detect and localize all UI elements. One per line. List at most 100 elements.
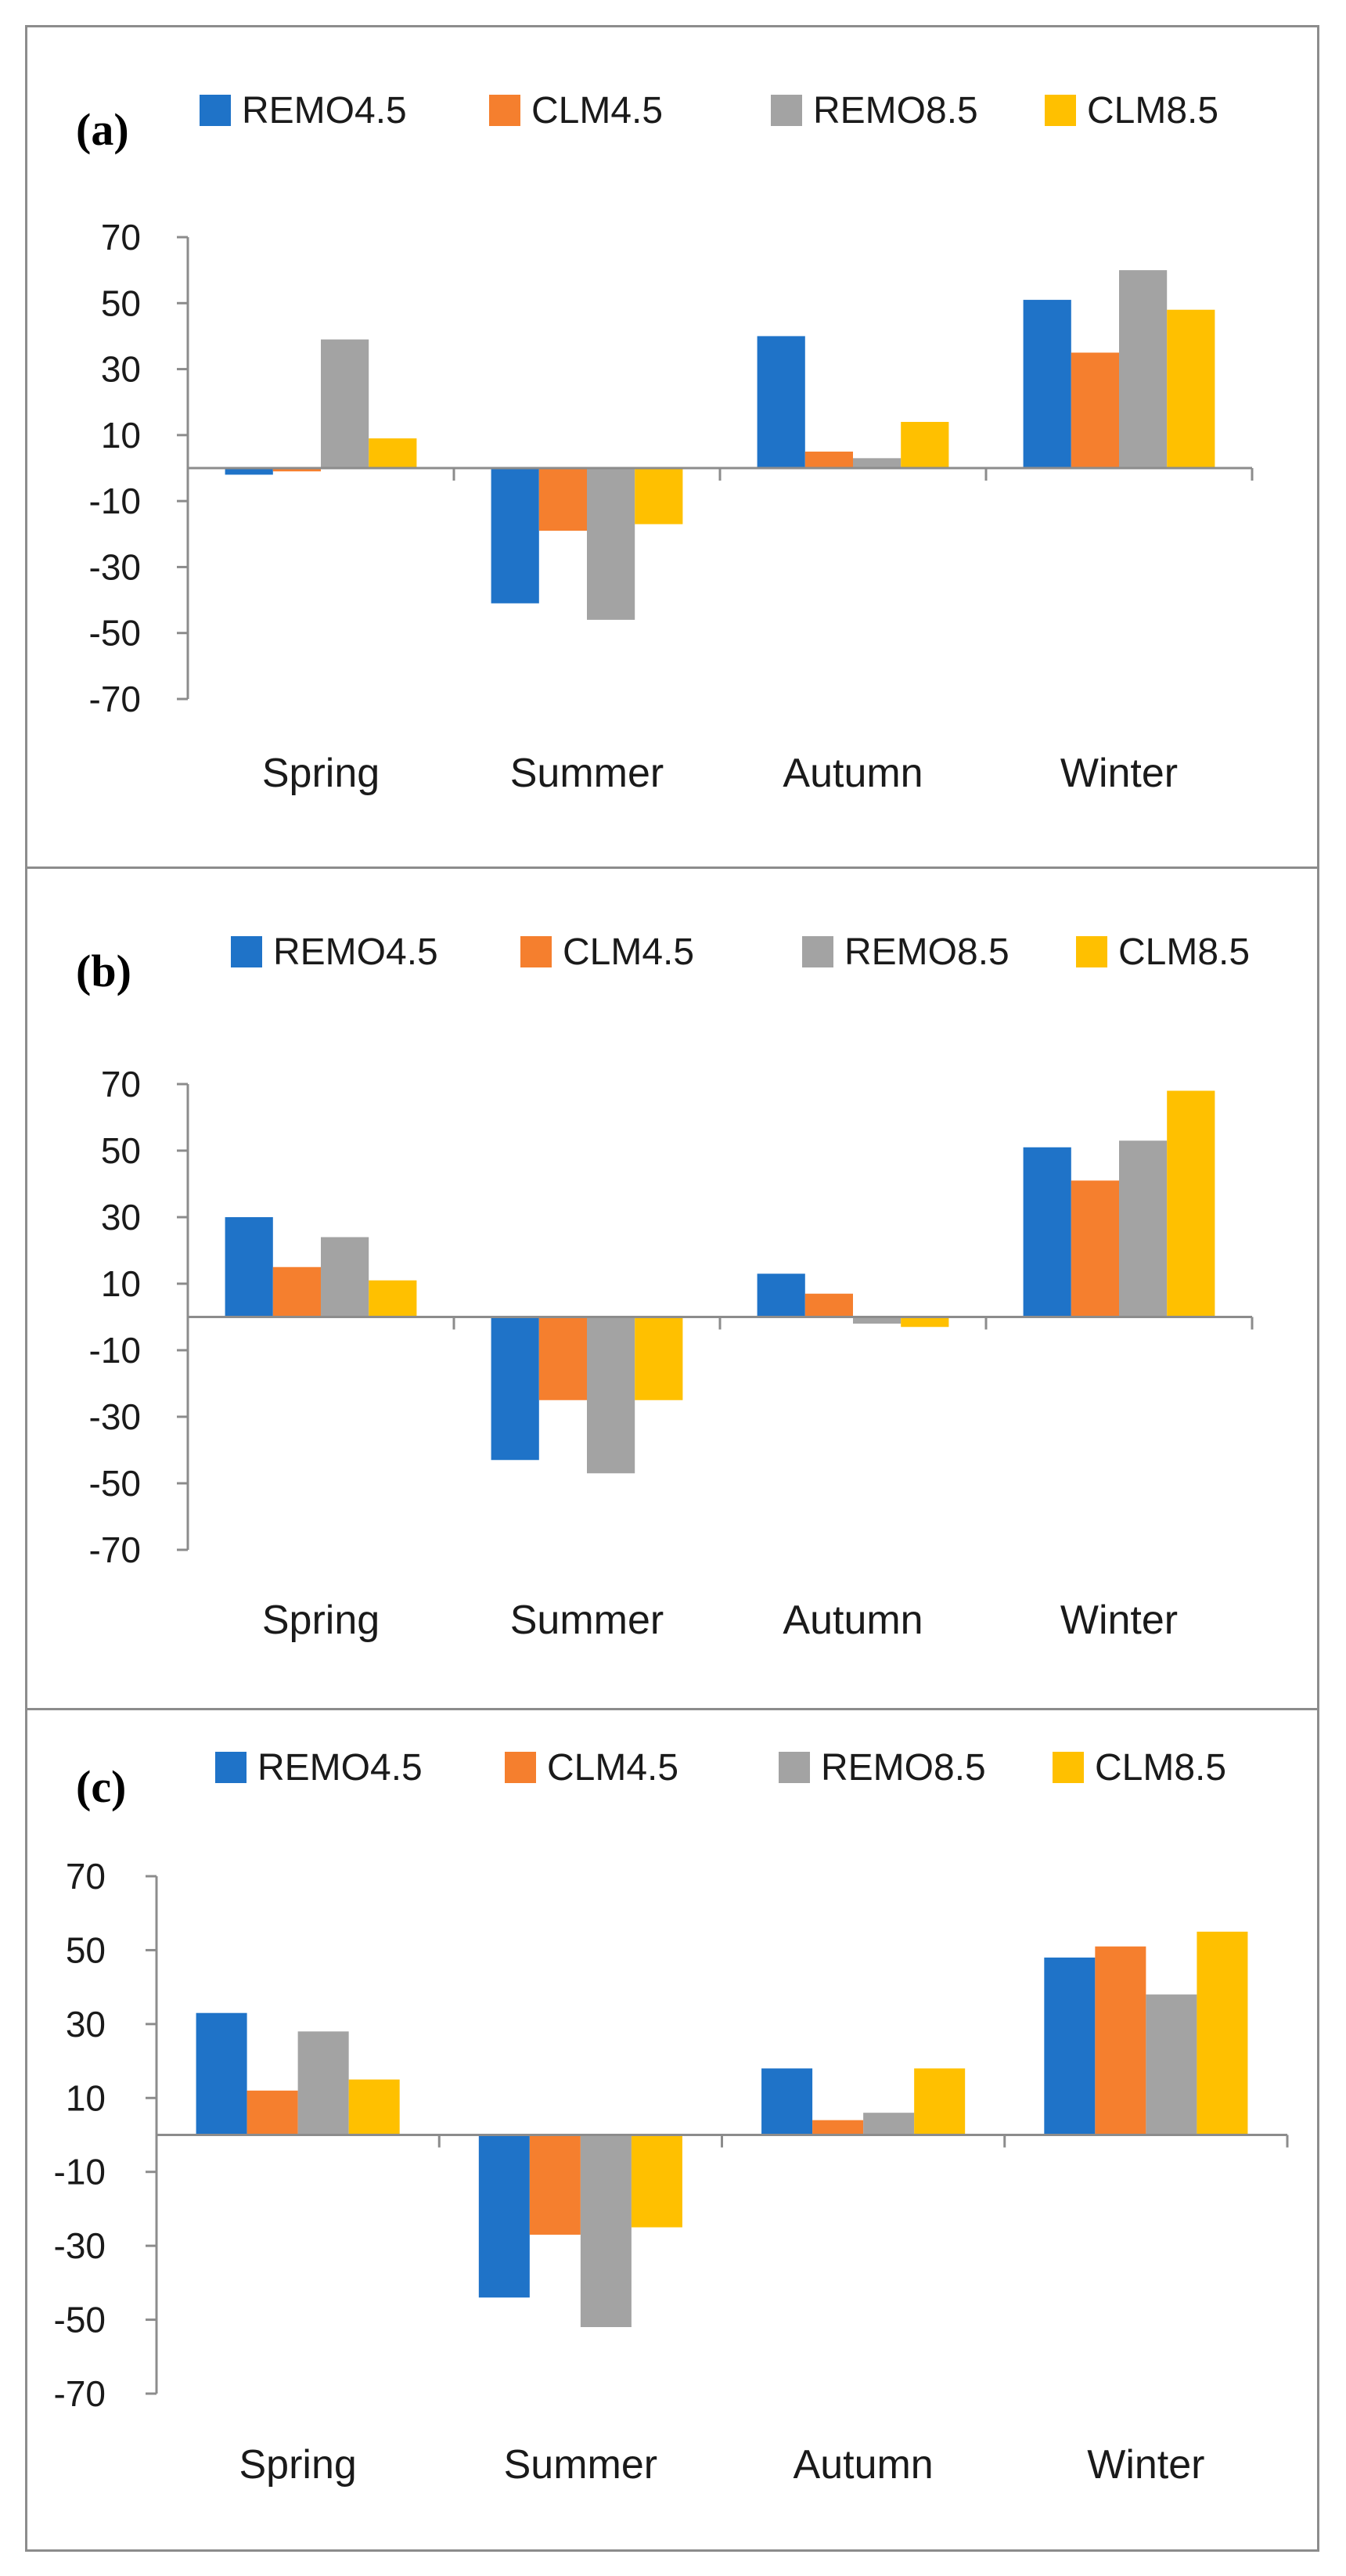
bar-clm85-summer (635, 1317, 683, 1400)
bar-clm45-summer (538, 468, 587, 531)
bar-remo45-summer (478, 2135, 530, 2298)
legend-label-clm85: CLM8.5 (1095, 1747, 1226, 1789)
bar-remo85-summer (587, 1317, 635, 1474)
category-label-spring: Spring (262, 751, 380, 796)
y-tick-label: 10 (66, 2077, 106, 2118)
y-tick-label: -30 (54, 2225, 106, 2266)
y-tick-label: 70 (66, 1856, 106, 1897)
y-tick-label: -50 (54, 2300, 106, 2340)
bar-clm85-autumn (914, 2068, 966, 2135)
bar-remo45-autumn (757, 336, 805, 468)
bar-remo45-spring (225, 468, 273, 475)
bar-remo85-winter (1119, 1140, 1168, 1317)
legend-label-clm45: CLM4.5 (563, 931, 694, 973)
bar-remo45-winter (1044, 1957, 1096, 2135)
legend-swatch-clm85 (1053, 1752, 1084, 1783)
legend-swatch-remo45 (231, 936, 262, 967)
bar-clm45-spring (272, 468, 321, 472)
bar-remo45-spring (225, 1217, 273, 1317)
bar-remo85-spring (321, 339, 369, 468)
chart-panel-a: (a) REMO4.5 CLM4.5 REMO8.5 CLM8.5 70 50 30 10 -10… (25, 25, 1319, 869)
bar-remo85-winter (1119, 270, 1168, 468)
chart-a: (a) REMO4.5 CLM4.5 REMO8.5 CLM8.5 70 50 30 10 -10… (76, 90, 1254, 796)
legend-label-remo45: REMO4.5 (273, 931, 438, 973)
y-tick-label: 50 (101, 1130, 141, 1171)
y-tick-label: 50 (66, 1929, 106, 1970)
bar-clm45-autumn (804, 1293, 853, 1317)
y-tick-label: -70 (89, 679, 141, 719)
legend-label-remo85: REMO8.5 (813, 90, 978, 132)
legend-swatch-clm45 (520, 936, 552, 967)
y-tick-label: 10 (101, 1263, 141, 1304)
y-tick-label: 10 (101, 415, 141, 456)
bar-clm85-winter (1167, 1090, 1215, 1317)
legend-swatch-clm45 (489, 95, 520, 126)
chart-c: (c) REMO4.5 CLM4.5 REMO8.5 CLM8.5 70 50 30 10 -10… (54, 1747, 1289, 2488)
y-tick-label: -50 (89, 613, 141, 654)
y-tick-label: 30 (66, 2004, 106, 2045)
y-tick-label: -10 (54, 2152, 106, 2192)
bar-clm85-winter (1197, 1931, 1248, 2135)
bar-clm85-spring (369, 1280, 417, 1317)
category-label-autumn: Autumn (794, 2442, 934, 2488)
bar-clm85-autumn (901, 422, 949, 468)
bar-clm85-summer (635, 468, 683, 524)
bar-remo85-winter (1146, 1994, 1197, 2135)
bar-remo45-summer (491, 468, 539, 603)
legend-label-clm85: CLM8.5 (1118, 931, 1250, 973)
legend-label-remo45: REMO4.5 (242, 90, 407, 132)
bar-remo85-spring (297, 2031, 349, 2135)
bar-clm45-winter (1071, 352, 1119, 468)
bar-clm85-winter (1167, 309, 1215, 468)
bar-remo85-spring (321, 1237, 369, 1317)
bar-remo45-summer (491, 1317, 539, 1461)
legend-label-remo45: REMO4.5 (257, 1747, 423, 1789)
y-tick-label: 30 (101, 349, 141, 390)
legend-swatch-remo85 (802, 936, 833, 967)
bar-remo45-winter (1023, 1147, 1071, 1317)
legend-swatch-clm85 (1045, 95, 1076, 126)
bar-clm45-winter (1095, 1946, 1146, 2135)
bar-clm85-summer (631, 2135, 682, 2228)
bar-remo85-summer (580, 2135, 632, 2328)
bar-clm45-summer (538, 1317, 587, 1400)
bar-clm45-summer (529, 2135, 581, 2235)
legend-label-remo85: REMO8.5 (821, 1747, 986, 1789)
legend-swatch-clm45 (505, 1752, 536, 1783)
bar-clm45-spring (247, 2090, 298, 2135)
y-tick-label: -50 (89, 1463, 141, 1504)
bar-clm85-spring (369, 438, 417, 468)
bar-clm45-winter (1071, 1180, 1119, 1317)
legend-swatch-clm85 (1076, 936, 1107, 967)
category-label-winter: Winter (1060, 751, 1178, 796)
legend-label-clm85: CLM8.5 (1087, 90, 1218, 132)
bar-remo85-autumn (853, 458, 902, 468)
legend-swatch-remo85 (779, 1752, 810, 1783)
bar-remo85-autumn (863, 2113, 915, 2135)
panel-label: (b) (76, 946, 131, 996)
y-tick-label: -70 (54, 2373, 106, 2414)
legend-label-clm45: CLM4.5 (531, 90, 663, 132)
bar-remo45-spring (196, 2012, 247, 2135)
y-tick-label: -70 (89, 1529, 141, 1570)
category-label-winter: Winter (1087, 2442, 1204, 2488)
legend-label-remo85: REMO8.5 (844, 931, 1010, 973)
bar-clm45-spring (272, 1266, 321, 1317)
y-tick-label: -10 (89, 1330, 141, 1371)
y-tick-label: 70 (101, 217, 141, 258)
bar-remo85-summer (587, 468, 635, 620)
category-label-spring: Spring (262, 1598, 380, 1643)
y-tick-label: -10 (89, 481, 141, 521)
y-tick-label: 70 (101, 1064, 141, 1104)
panel-label: (a) (76, 104, 129, 155)
y-tick-label: 50 (101, 283, 141, 323)
category-label-spring: Spring (239, 2442, 356, 2488)
legend-swatch-remo85 (771, 95, 802, 126)
category-label-autumn: Autumn (783, 1598, 923, 1643)
bar-remo45-winter (1023, 300, 1071, 468)
bar-remo45-autumn (761, 2068, 813, 2135)
bar-remo45-autumn (757, 1274, 805, 1317)
legend-swatch-remo45 (215, 1752, 247, 1783)
chart-panel-b: (b) REMO4.5 CLM4.5 REMO8.5 CLM8.5 70 50 30 10 -10… (25, 866, 1319, 1710)
bar-clm45-autumn (804, 451, 853, 468)
